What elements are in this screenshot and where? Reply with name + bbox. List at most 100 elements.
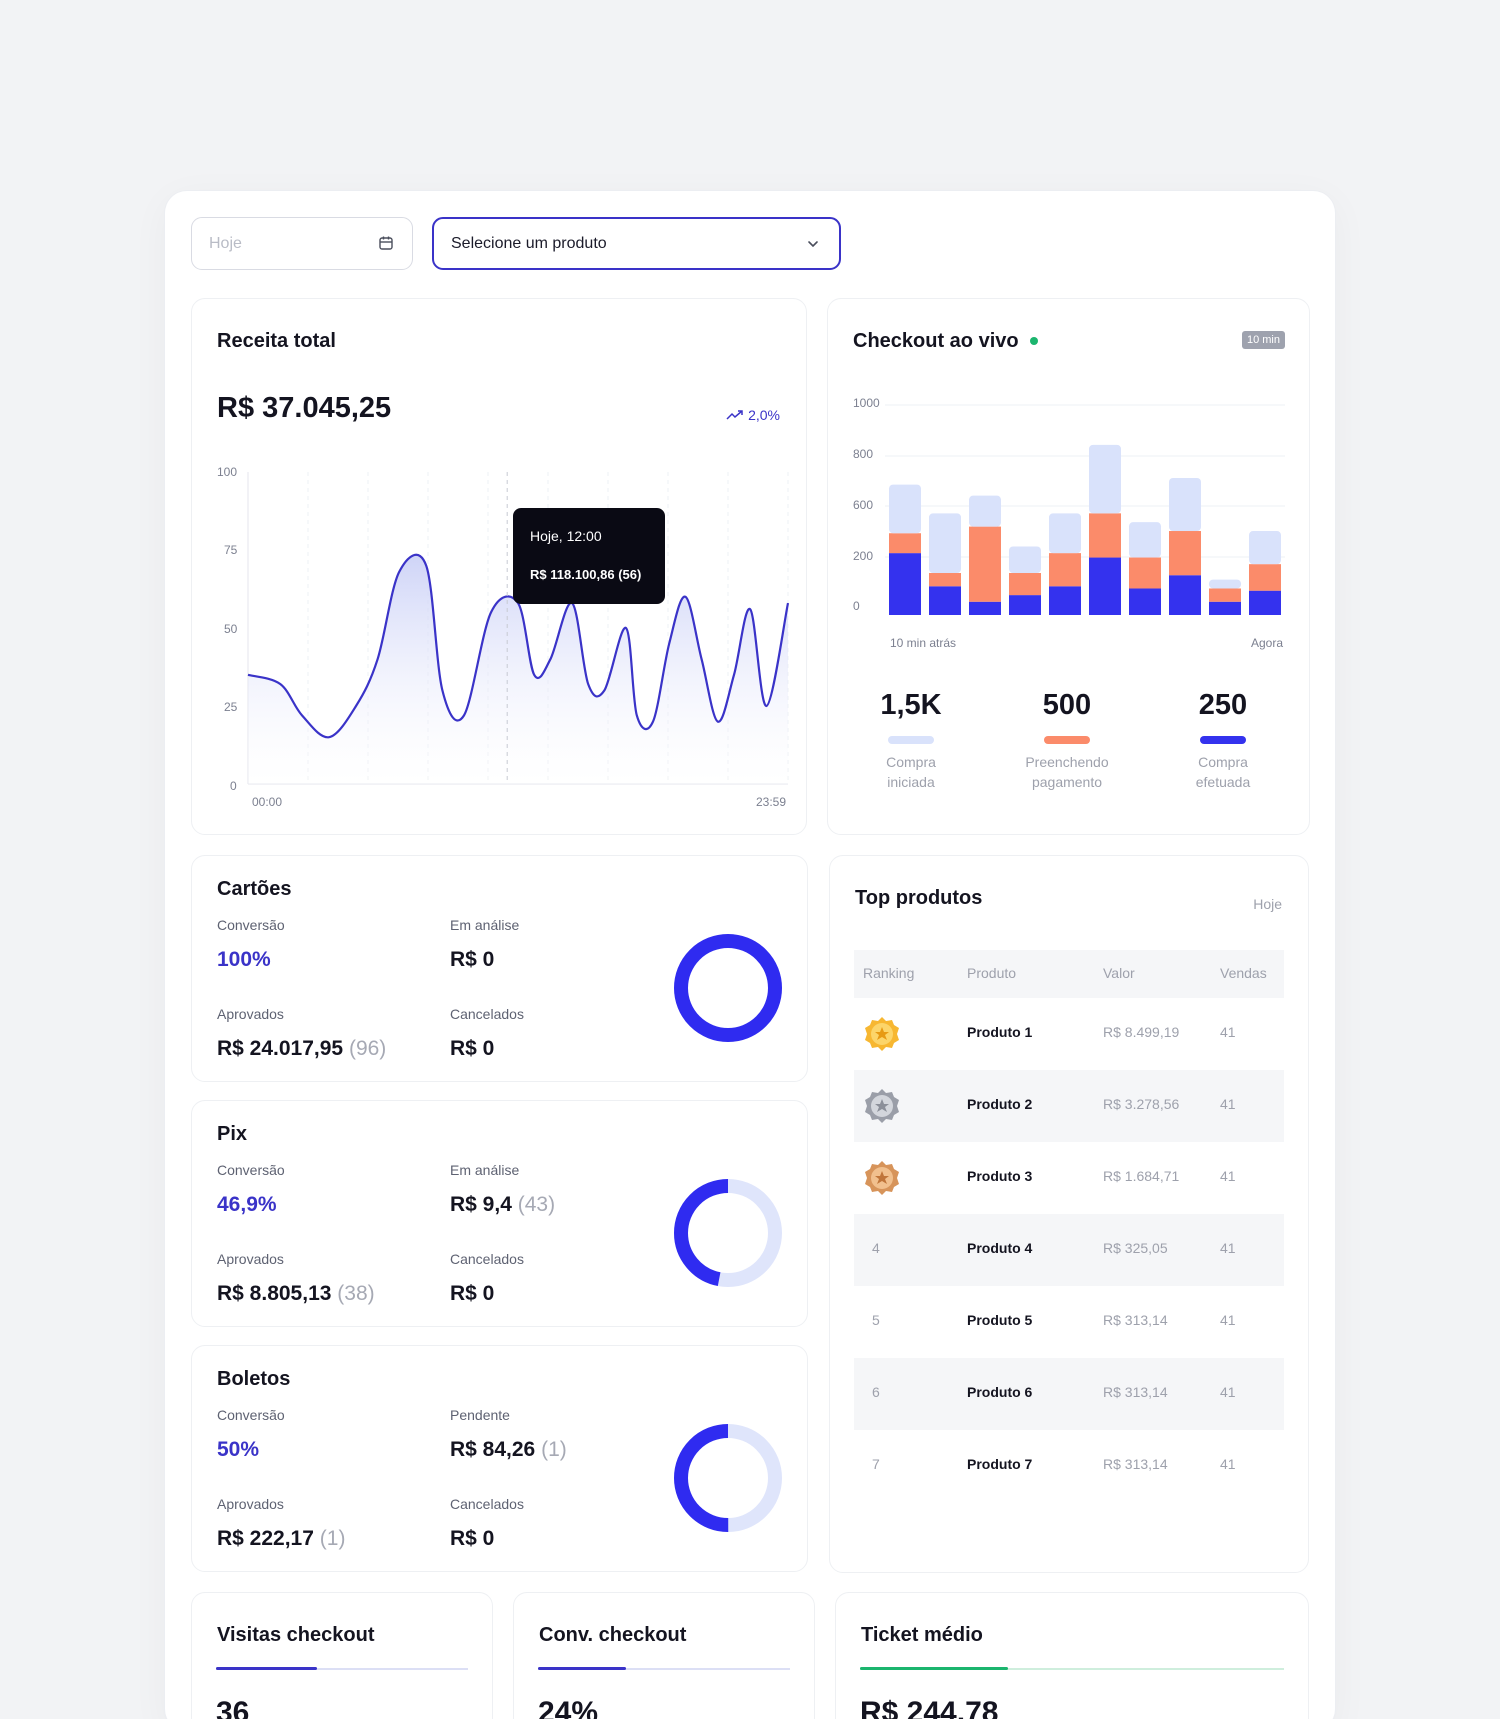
- table-row[interactable]: 7 Produto 7 R$ 313,14 41: [854, 1430, 1284, 1502]
- bar-segment: [1009, 573, 1041, 596]
- bar-segment: [1049, 586, 1081, 615]
- top-products-title: Top produtos: [855, 887, 983, 909]
- stat-label: Compra iniciada: [886, 754, 936, 790]
- chevron-down-icon: [805, 236, 821, 257]
- stat-value: 500: [1042, 689, 1092, 721]
- conversion-value: 50%: [217, 1438, 260, 1461]
- top-products-period[interactable]: Hoje: [1253, 896, 1282, 912]
- table-row[interactable]: 6 Produto 6 R$ 313,14 41: [854, 1358, 1284, 1430]
- cancelled-label: Cancelados: [450, 1496, 524, 1512]
- table-row[interactable]: Produto 3 R$ 1.684,71 41: [854, 1142, 1284, 1214]
- product-name: Produto 6: [967, 1384, 1033, 1400]
- y-tick: 1000: [853, 396, 880, 410]
- analysis-label: Em análise: [450, 1162, 520, 1178]
- x-tick-end: 23:59: [756, 795, 787, 809]
- product-value: R$ 1.684,71: [1103, 1168, 1180, 1184]
- bar-segment: [969, 495, 1001, 527]
- product-select[interactable]: Selecione um produto: [432, 217, 841, 270]
- bar-segment: [1129, 557, 1161, 589]
- boletos-title: Boletos: [217, 1368, 291, 1390]
- live-status-dot: [1030, 337, 1038, 345]
- approved-value: R$ 8.805,13 (38): [217, 1282, 375, 1306]
- table-row[interactable]: Produto 1 R$ 8.499,19 41: [854, 998, 1284, 1070]
- chart-tooltip: Hoje, 12:00 R$ 118.100,86 (56): [513, 508, 665, 604]
- time-window-badge[interactable]: 10 min: [1241, 331, 1285, 349]
- y-tick: 600: [853, 498, 874, 512]
- approved-label: Aprovados: [217, 1251, 284, 1267]
- product-value: R$ 8.499,19: [1103, 1024, 1180, 1040]
- product-select-value: Selecione um produto: [451, 235, 607, 252]
- product-value: R$ 313,14: [1103, 1456, 1168, 1472]
- product-name: Produto 4: [967, 1240, 1033, 1256]
- bar-segment: [1089, 444, 1121, 514]
- conversion-label: Conversão: [217, 1407, 285, 1423]
- bar-segment: [1209, 588, 1241, 602]
- receita-card: Receita total R$ 37.045,25 2,0% 100 75 5…: [191, 298, 807, 835]
- pending-label: Pendente: [450, 1407, 510, 1423]
- table-header: Ranking Produto Valor Vendas: [854, 950, 1284, 998]
- approved-amount: R$ 8.805,13: [217, 1282, 332, 1305]
- product-name: Produto 3: [967, 1168, 1033, 1184]
- cartoes-title: Cartões: [217, 878, 292, 900]
- cartoes-card: Cartões Conversão 100% Em análise R$ 0 A…: [191, 855, 808, 1082]
- x-label-start: 10 min atrás: [890, 636, 957, 650]
- product-name: Produto 7: [967, 1456, 1033, 1472]
- receita-line-chart: [247, 472, 790, 785]
- cancelled-label: Cancelados: [450, 1251, 524, 1267]
- bar-segment: [1049, 553, 1081, 587]
- bar-segment: [1089, 513, 1121, 558]
- cancelled-label: Cancelados: [450, 1006, 524, 1022]
- bar-segment: [1249, 590, 1281, 615]
- checkout-title: Checkout ao vivo: [853, 330, 1019, 352]
- stat-label: Preenchendo pagamento: [1025, 754, 1109, 790]
- calendar-icon: [378, 235, 394, 256]
- bar-segment: [929, 513, 961, 574]
- col-header-valor[interactable]: Valor: [1103, 965, 1135, 981]
- col-header-vendas[interactable]: Vendas: [1220, 965, 1267, 981]
- trend-up-icon: [726, 410, 743, 420]
- kpi-progress-track: [538, 1667, 790, 1670]
- product-sales: 41: [1220, 1096, 1236, 1112]
- product-rank: 4: [872, 1240, 880, 1256]
- y-tick: 25: [224, 700, 238, 714]
- col-header-produto[interactable]: Produto: [967, 965, 1017, 981]
- stat-label: Compra efetuada: [1195, 754, 1251, 790]
- analysis-amount: R$ 9,4: [450, 1193, 512, 1216]
- product-rank: 6: [872, 1384, 880, 1400]
- product-name: Produto 1: [967, 1024, 1033, 1040]
- product-name: Produto 5: [967, 1312, 1033, 1328]
- kpi-progress-track: [216, 1667, 468, 1670]
- analysis-value: R$ 9,4 (43): [450, 1193, 555, 1217]
- kpi-title: Conv. checkout: [539, 1624, 687, 1646]
- series-line: [247, 553, 790, 739]
- tooltip-value: R$ 118.100,86 (56): [530, 567, 642, 582]
- date-filter-input[interactable]: Hoje: [191, 217, 413, 270]
- product-rank: 5: [872, 1312, 880, 1328]
- product-sales: 41: [1220, 1456, 1236, 1472]
- kpi-progress-fill: [860, 1667, 1009, 1670]
- y-tick: 200: [853, 549, 874, 563]
- donut-progress: [674, 934, 782, 1042]
- y-tick: 75: [224, 543, 238, 557]
- trend-value: 2,0%: [748, 407, 780, 423]
- checkout-bar-chart: [885, 404, 1285, 615]
- conversion-label: Conversão: [217, 1162, 285, 1178]
- bar-segment: [929, 573, 961, 587]
- stat-compra-efetuada: 250 Compra efetuada: [1153, 689, 1293, 792]
- approved-value: R$ 222,17 (1): [217, 1527, 345, 1551]
- table-row[interactable]: Produto 2 R$ 3.278,56 41: [854, 1070, 1284, 1142]
- boletos-card: Boletos Conversão 50% Pendente R$ 84,26 …: [191, 1345, 808, 1572]
- area-fill: [248, 554, 788, 784]
- product-value: R$ 313,14: [1103, 1384, 1168, 1400]
- bar-segment: [1009, 546, 1041, 574]
- table-row[interactable]: 4 Produto 4 R$ 325,05 41: [854, 1214, 1284, 1286]
- donut-progress: [674, 1179, 782, 1287]
- bar-segment: [969, 601, 1001, 615]
- bar-segment: [889, 533, 921, 554]
- x-tick-start: 00:00: [252, 795, 283, 809]
- bar-segment: [1249, 564, 1281, 591]
- cancelled-value: R$ 0: [450, 1527, 495, 1550]
- col-header-ranking[interactable]: Ranking: [863, 965, 915, 981]
- table-row[interactable]: 5 Produto 5 R$ 313,14 41: [854, 1286, 1284, 1358]
- approved-amount: R$ 24.017,95: [217, 1037, 344, 1060]
